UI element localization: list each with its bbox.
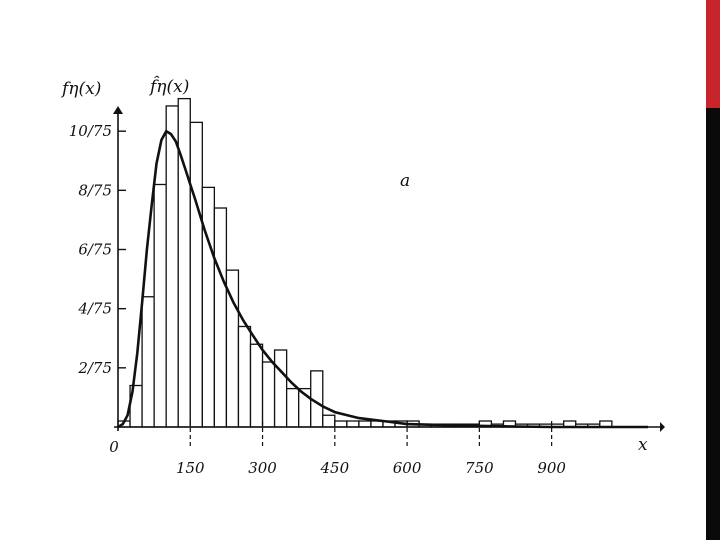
histogram-bar bbox=[334, 420, 348, 428]
y-tick-label: 8/75 bbox=[78, 181, 112, 199]
histogram-bar bbox=[249, 343, 264, 428]
x-tick-label: 450 bbox=[319, 459, 349, 477]
histogram-bar bbox=[322, 414, 336, 428]
histogram-chart: 0 150 300 450 600 750 900 2/75 4/75 6/75 8/75 10/7… bbox=[60, 76, 665, 477]
x-tick-label: 750 bbox=[465, 459, 494, 477]
x-tick-label: 0 bbox=[109, 438, 119, 456]
chart-axes bbox=[113, 106, 665, 432]
histogram-bar bbox=[273, 349, 288, 428]
histogram-bar bbox=[141, 296, 155, 428]
x-tick-label: 900 bbox=[537, 459, 566, 477]
histogram-bar bbox=[201, 186, 216, 428]
x-axis-label: x bbox=[638, 435, 648, 455]
histogram-bar bbox=[153, 183, 167, 428]
density-curve bbox=[117, 129, 648, 429]
panel-label: a bbox=[400, 171, 410, 191]
y-tick-label: 4/75 bbox=[77, 300, 112, 318]
y-axis-label-right: f̂η(x) bbox=[148, 76, 189, 97]
y-tick-label: 10/75 bbox=[69, 122, 112, 140]
y-axis-label-left: fη(x) bbox=[60, 79, 101, 99]
y-tick-label: 2/75 bbox=[77, 359, 112, 377]
x-axis-arrow bbox=[660, 422, 665, 432]
histogram-bar bbox=[177, 97, 191, 428]
histogram-bar bbox=[189, 121, 203, 428]
histogram-bar bbox=[261, 361, 276, 428]
histogram-bar bbox=[237, 325, 252, 428]
chart-figure: 0 150 300 450 600 750 900 2/75 4/75 6/75 8/75 10/7… bbox=[48, 72, 665, 482]
x-ticks: 0 150 300 450 600 750 900 bbox=[109, 421, 566, 477]
y-ticks: 2/75 4/75 6/75 8/75 10/75 bbox=[69, 122, 126, 377]
y-tick-label: 6/75 bbox=[78, 241, 112, 259]
histogram-bars bbox=[117, 97, 613, 428]
histogram-bar bbox=[346, 420, 360, 428]
x-tick-label: 150 bbox=[176, 459, 205, 477]
histogram-bar bbox=[358, 420, 372, 428]
histogram-bar bbox=[285, 387, 300, 428]
x-tick-label: 300 bbox=[248, 459, 277, 477]
slide-side-accent bbox=[706, 0, 720, 108]
slide-side-bar bbox=[706, 0, 720, 540]
histogram-bar bbox=[165, 105, 179, 428]
y-axis-arrow bbox=[113, 106, 123, 114]
histogram-bar bbox=[213, 207, 228, 428]
x-tick-label: 600 bbox=[393, 459, 422, 477]
